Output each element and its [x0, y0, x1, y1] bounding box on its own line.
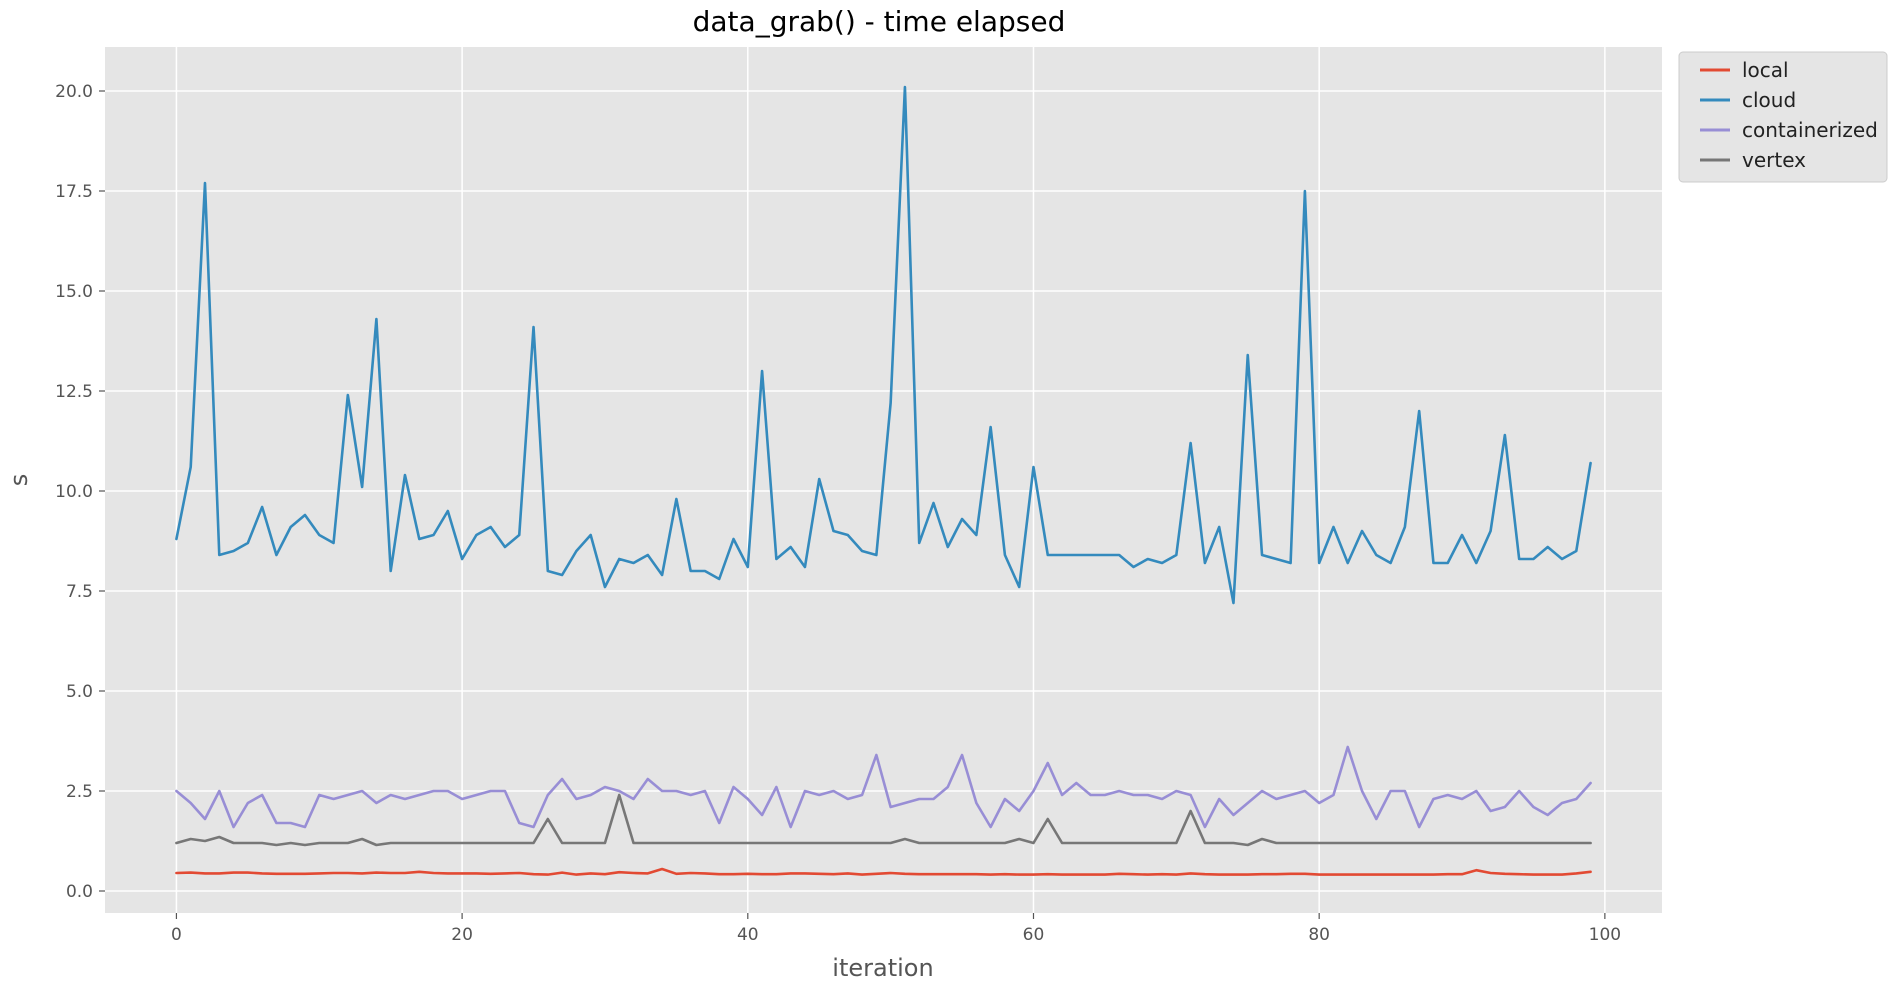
y-tick-label: 5.0	[66, 682, 93, 702]
chart-title: data_grab() - time elapsed	[693, 5, 1066, 38]
series-line-cloud	[175, 85, 1592, 605]
y-tick-label: 10.0	[55, 482, 93, 502]
y-tick-label: 12.5	[55, 382, 93, 402]
legend-label-containerized: containerized	[1742, 118, 1878, 142]
x-tick-label: 60	[1023, 925, 1045, 945]
series-layer	[175, 85, 1592, 876]
x-tick-label: 0	[171, 925, 182, 945]
series-line-vertex	[175, 793, 1592, 847]
y-tick-label: 7.5	[66, 582, 93, 602]
y-tick-label: 17.5	[55, 182, 93, 202]
y-tick-label: 20.0	[55, 82, 93, 102]
x-axis-ticks: 0 20 40 60 80 100	[171, 913, 1621, 945]
x-tick-label: 100	[1589, 925, 1621, 945]
y-axis-label: s	[5, 474, 33, 487]
x-tick-label: 40	[737, 925, 759, 945]
legend-label-vertex: vertex	[1742, 148, 1806, 172]
x-tick-label: 20	[451, 925, 473, 945]
series-line-local	[175, 867, 1592, 876]
y-tick-label: 0.0	[66, 882, 93, 902]
y-axis-ticks: 0.0 2.5 5.0 7.5 10.0 12.5 15.0 17.5 20.0	[55, 82, 105, 902]
legend-label-cloud: cloud	[1742, 88, 1796, 112]
y-tick-label: 15.0	[55, 282, 93, 302]
legend-box	[1678, 51, 1888, 183]
legend: local cloud containerized vertex	[1678, 51, 1888, 183]
x-axis-label: iteration	[832, 954, 933, 982]
series-line-containerized	[175, 745, 1592, 829]
legend-label-local: local	[1742, 58, 1789, 82]
x-tick-label: 80	[1308, 925, 1330, 945]
y-tick-label: 2.5	[66, 782, 93, 802]
